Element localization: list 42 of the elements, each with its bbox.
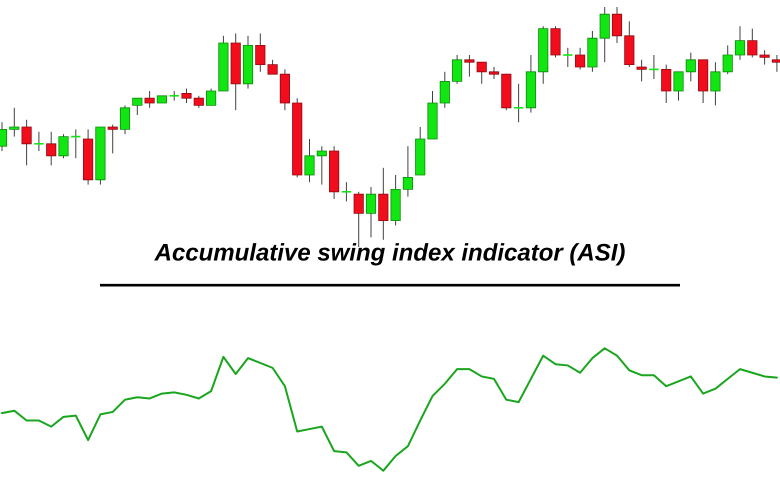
candlestick [181, 88, 192, 104]
candlestick [513, 83, 524, 123]
candlestick [734, 26, 746, 60]
candlestick [747, 28, 758, 58]
candlestick [636, 59, 647, 82]
candlestick [661, 64, 672, 104]
candlestick [168, 90, 180, 102]
candlestick [722, 44, 733, 75]
candlestick [476, 62, 487, 84]
candlestick [612, 6, 622, 44]
candlestick [304, 138, 315, 183]
candlestick [488, 66, 500, 80]
candlestick [452, 54, 462, 84]
candlestick [464, 54, 474, 78]
candlestick [194, 95, 204, 108]
candlestick [144, 90, 155, 108]
candlestick [255, 32, 266, 72]
candlestick [70, 128, 82, 159]
candlestick [648, 54, 660, 80]
candlestick [402, 146, 413, 198]
candlestick [600, 6, 610, 63]
candlestick [58, 134, 69, 159]
candlestick [316, 146, 327, 186]
candlestick [340, 182, 352, 202]
candlestick [206, 88, 216, 106]
candlestick [46, 131, 56, 166]
candlestick [132, 98, 142, 116]
candlestick [440, 71, 450, 108]
candlestick [760, 50, 770, 66]
candlestick [366, 186, 376, 238]
candlestick [268, 59, 278, 75]
candlestick [22, 119, 32, 166]
candlestick [33, 131, 44, 152]
candlestick [120, 104, 130, 135]
chart-title: Accumulative swing index indicator (ASI) [154, 243, 625, 266]
candlestick [9, 107, 20, 138]
candlestick [673, 71, 684, 102]
candlestick [562, 47, 574, 68]
candlestick [710, 62, 720, 106]
candlestick [686, 52, 696, 82]
candlestick [575, 47, 586, 70]
candlestick [108, 124, 118, 154]
